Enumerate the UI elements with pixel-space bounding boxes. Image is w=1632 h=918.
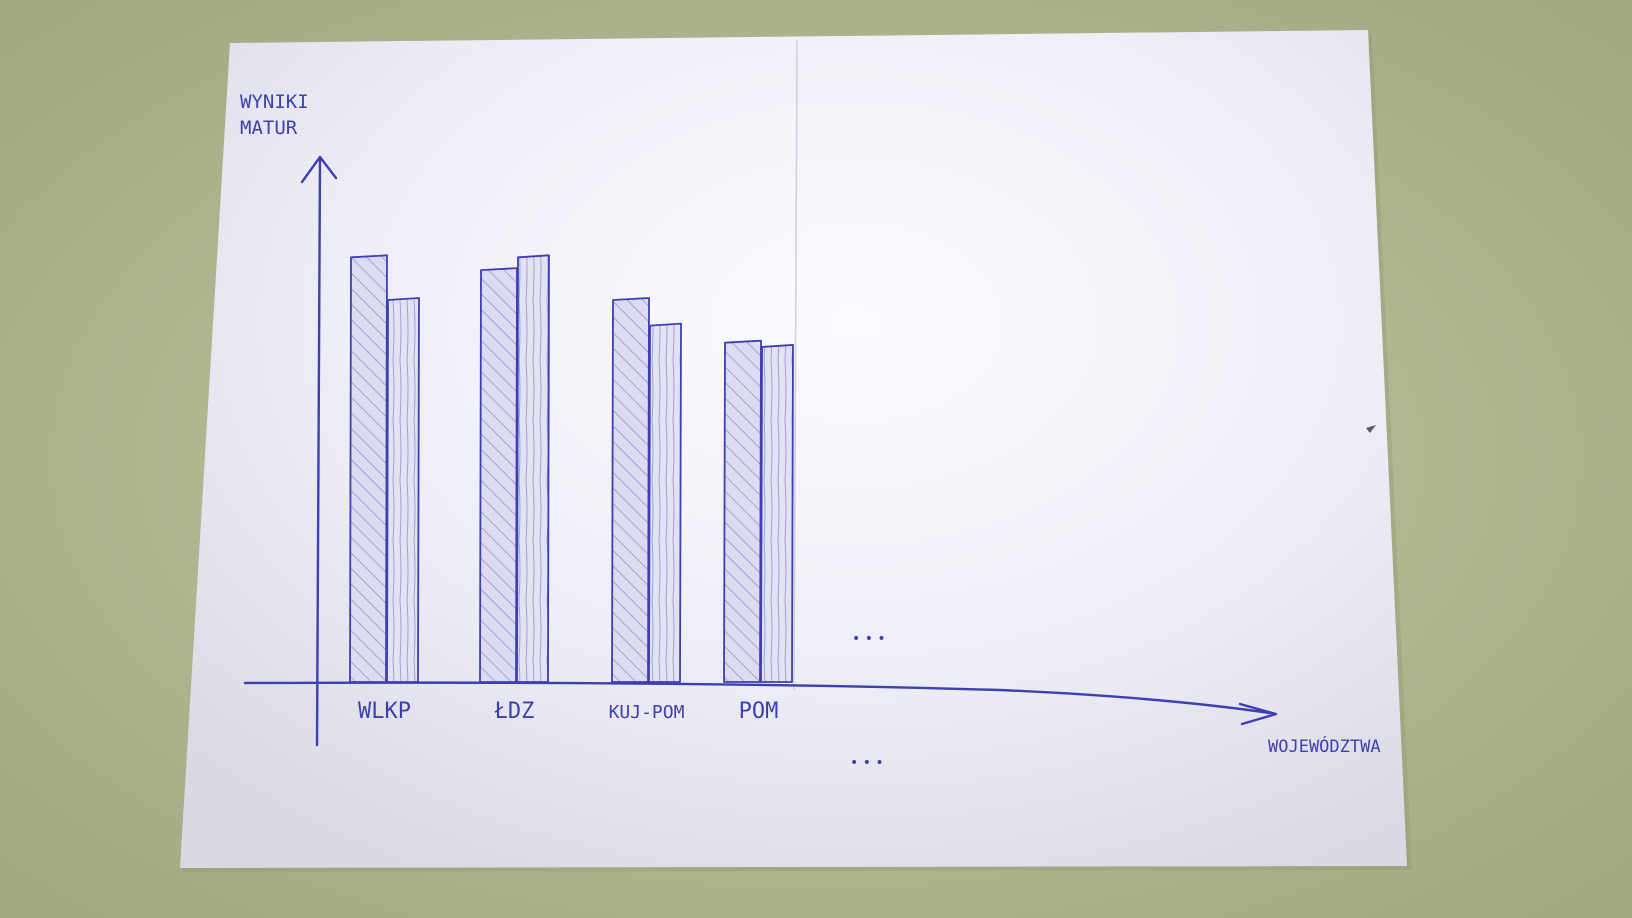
x-axis-line bbox=[243, 681, 1272, 715]
bar-pom-series-1 bbox=[723, 339, 762, 683]
bar-kuj-pom-series-1 bbox=[611, 297, 650, 683]
x-tick-label-pom: POM bbox=[739, 699, 779, 724]
pin-mark bbox=[1366, 425, 1376, 433]
x-tick-label-łdz: ŁDZ bbox=[494, 699, 535, 724]
bar-kuj-pom-series-2 bbox=[648, 322, 682, 683]
x-tick-label-wlkp: WLKP bbox=[358, 699, 411, 724]
bar-pom-series-2 bbox=[760, 344, 794, 683]
paper-fold bbox=[793, 39, 798, 691]
x-axis-label: WOJEWÓDZTWA bbox=[1268, 735, 1381, 757]
x-axis-arrow bbox=[1238, 702, 1278, 726]
y-axis-arrow bbox=[300, 155, 338, 184]
bar-wlkp-series-2 bbox=[386, 297, 420, 683]
continuation-mark-top: • • • bbox=[852, 631, 886, 647]
bar-wlkp-series-1 bbox=[349, 254, 388, 683]
bar-łdz-series-1 bbox=[479, 267, 518, 683]
y-axis-label-line-2: MATUR bbox=[240, 117, 298, 139]
continuation-mark-bottom: • • • bbox=[850, 755, 884, 771]
bar-łdz-series-2 bbox=[516, 254, 550, 683]
y-axis-line bbox=[315, 158, 322, 747]
x-tick-label-kuj-pom: KUJ-POM bbox=[609, 702, 685, 723]
x-tick-labels: WLKP ŁDZ KUJ-POM POM bbox=[358, 699, 778, 724]
y-axis-label-line-1: WYNIKI bbox=[240, 91, 309, 113]
